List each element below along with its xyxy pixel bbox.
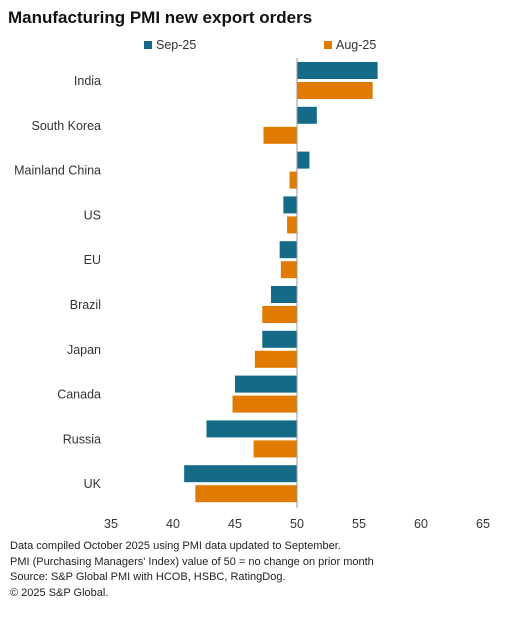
category-label-uk: UK [84, 477, 102, 491]
footnote-source: Source: S&P Global PMI with HCOB, HSBC, … [10, 571, 286, 583]
category-label-us: US [84, 208, 101, 222]
bar-sep-25-india [297, 62, 378, 79]
bar-aug-25-japan [254, 350, 297, 368]
x-tick-label-60: 60 [414, 517, 428, 531]
bar-sep-25-mainland-china [297, 151, 310, 169]
x-tick-label-65: 65 [476, 517, 490, 531]
bar-aug-25-canada [232, 395, 297, 413]
chart-title: Manufacturing PMI new export orders [8, 8, 313, 27]
bar-sep-25-canada [235, 375, 297, 393]
bar-sep-25-us [283, 196, 297, 214]
category-label-mainland-china: Mainland China [14, 164, 101, 178]
category-label-brazil: Brazil [70, 298, 101, 312]
bar-aug-25-south-korea [263, 126, 297, 144]
footnote-pmi-definition: PMI (Purchasing Managers' Index) value o… [10, 555, 374, 568]
category-label-south-korea: South Korea [32, 119, 102, 133]
legend-label-aug-25: Aug-25 [336, 38, 377, 52]
bar-chart: India South Korea Mainland China US EU Brazil… [14, 58, 490, 531]
legend-item-aug-25: Aug-25 [324, 38, 376, 52]
bar-sep-25-japan [262, 330, 297, 348]
footnote-copyright: © 2025 S&P Global. [10, 586, 109, 599]
bar-sep-25-russia [206, 420, 297, 438]
bar-aug-25-brazil [262, 306, 297, 323]
footnote-data-compiled: Data compiled October 2025 using PMI dat… [10, 540, 341, 552]
x-tick-label-35: 35 [104, 517, 118, 531]
x-tick-label-40: 40 [166, 517, 180, 531]
category-label-eu: EU [84, 253, 101, 267]
footnotes: Data compiled October 2025 using PMI dat… [10, 539, 374, 601]
bar-aug-25-india [297, 82, 373, 99]
x-tick-label-45: 45 [228, 517, 242, 531]
bar-aug-25-russia [253, 440, 297, 458]
legend-item-sep-25: Sep-25 [144, 38, 196, 52]
x-tick-label-50: 50 [290, 517, 304, 531]
bar-sep-25-eu [279, 241, 297, 259]
category-label-japan: Japan [67, 343, 101, 357]
category-label-india: India [74, 74, 101, 88]
bar-aug-25-us [287, 216, 297, 234]
bar-sep-25-uk [184, 465, 297, 483]
bar-aug-25-uk [195, 485, 297, 503]
legend-label-sep-25: Sep-25 [156, 38, 197, 52]
category-label-canada: Canada [57, 388, 101, 402]
bar-aug-25-eu [280, 261, 297, 279]
bar-sep-25-south-korea [297, 106, 317, 124]
category-label-russia: Russia [63, 432, 101, 446]
legend-swatch-aug-25 [324, 41, 332, 49]
bar-aug-25-mainland-china [289, 171, 297, 189]
x-tick-label-55: 55 [352, 517, 366, 531]
bar-sep-25-brazil [270, 286, 297, 303]
legend-swatch-sep-25 [144, 41, 152, 49]
